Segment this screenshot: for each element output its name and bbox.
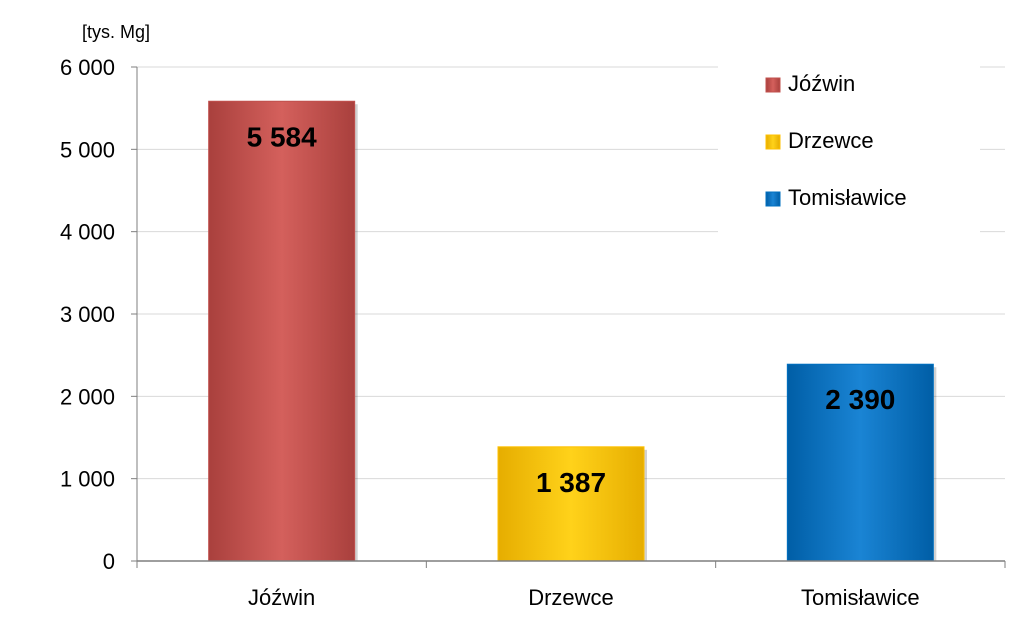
y-tick-label: 0 — [103, 549, 115, 574]
bar-value-label: 2 390 — [825, 384, 895, 415]
y-axis-ticks: 0 1 000 2 000 3 000 4 000 5 000 6 000 — [60, 55, 137, 574]
legend-background — [718, 58, 980, 238]
y-axis-unit-label: [tys. Mg] — [82, 22, 150, 42]
legend: Jóźwin Drzewce Tomisławice — [718, 58, 980, 238]
bar-value-label: 1 387 — [536, 467, 606, 498]
x-category-label: Jóźwin — [248, 585, 315, 610]
y-tick-label: 1 000 — [60, 467, 115, 492]
y-tick-label: 6 000 — [60, 55, 115, 80]
bar-value-label: 5 584 — [247, 121, 317, 152]
x-category-label: Drzewce — [528, 585, 614, 610]
y-tick-label: 4 000 — [60, 220, 115, 245]
y-tick-label: 5 000 — [60, 137, 115, 162]
axes — [136, 67, 1006, 568]
x-category-label: Tomisławice — [801, 585, 920, 610]
x-axis-labels: Jóźwin Drzewce Tomisławice — [248, 585, 920, 610]
legend-swatch — [765, 134, 781, 150]
legend-label: Tomisławice — [788, 185, 907, 210]
bars: 5 584 1 387 2 390 — [208, 100, 937, 562]
bar — [497, 446, 645, 562]
bar — [786, 363, 934, 562]
legend-swatch — [765, 191, 781, 207]
bar — [208, 100, 356, 562]
y-tick-label: 3 000 — [60, 302, 115, 327]
y-tick-label: 2 000 — [60, 384, 115, 409]
legend-swatch — [765, 77, 781, 93]
legend-label: Drzewce — [788, 128, 874, 153]
legend-label: Jóźwin — [788, 71, 855, 96]
